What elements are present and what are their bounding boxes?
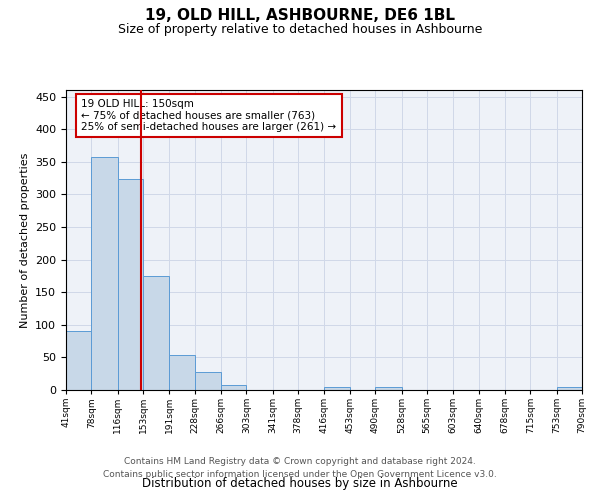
Text: 19, OLD HILL, ASHBOURNE, DE6 1BL: 19, OLD HILL, ASHBOURNE, DE6 1BL [145, 8, 455, 22]
Bar [91, 157, 118, 390]
Bar [325, 386, 350, 390]
Text: 19 OLD HILL: 150sqm
← 75% of detached houses are smaller (763)
25% of semi-detac: 19 OLD HILL: 150sqm ← 75% of detached ho… [82, 99, 337, 132]
Text: Distribution of detached houses by size in Ashbourne: Distribution of detached houses by size … [142, 477, 458, 490]
Bar [376, 388, 401, 390]
Bar [118, 178, 143, 390]
Text: Contains HM Land Registry data © Crown copyright and database right 2024.
Contai: Contains HM Land Registry data © Crown c… [103, 458, 497, 479]
Bar [195, 372, 221, 390]
Bar [169, 355, 195, 390]
Bar [221, 385, 247, 390]
Bar [66, 330, 91, 390]
Bar [143, 276, 169, 390]
Y-axis label: Number of detached properties: Number of detached properties [20, 152, 29, 328]
Bar [557, 388, 582, 390]
Text: Size of property relative to detached houses in Ashbourne: Size of property relative to detached ho… [118, 22, 482, 36]
